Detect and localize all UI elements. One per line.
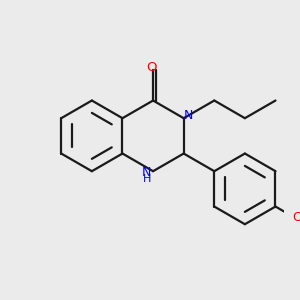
Text: N: N [142,166,152,179]
Text: O: O [146,61,157,74]
Text: N: N [184,110,193,122]
Text: H: H [143,174,151,184]
Text: O: O [292,211,300,224]
